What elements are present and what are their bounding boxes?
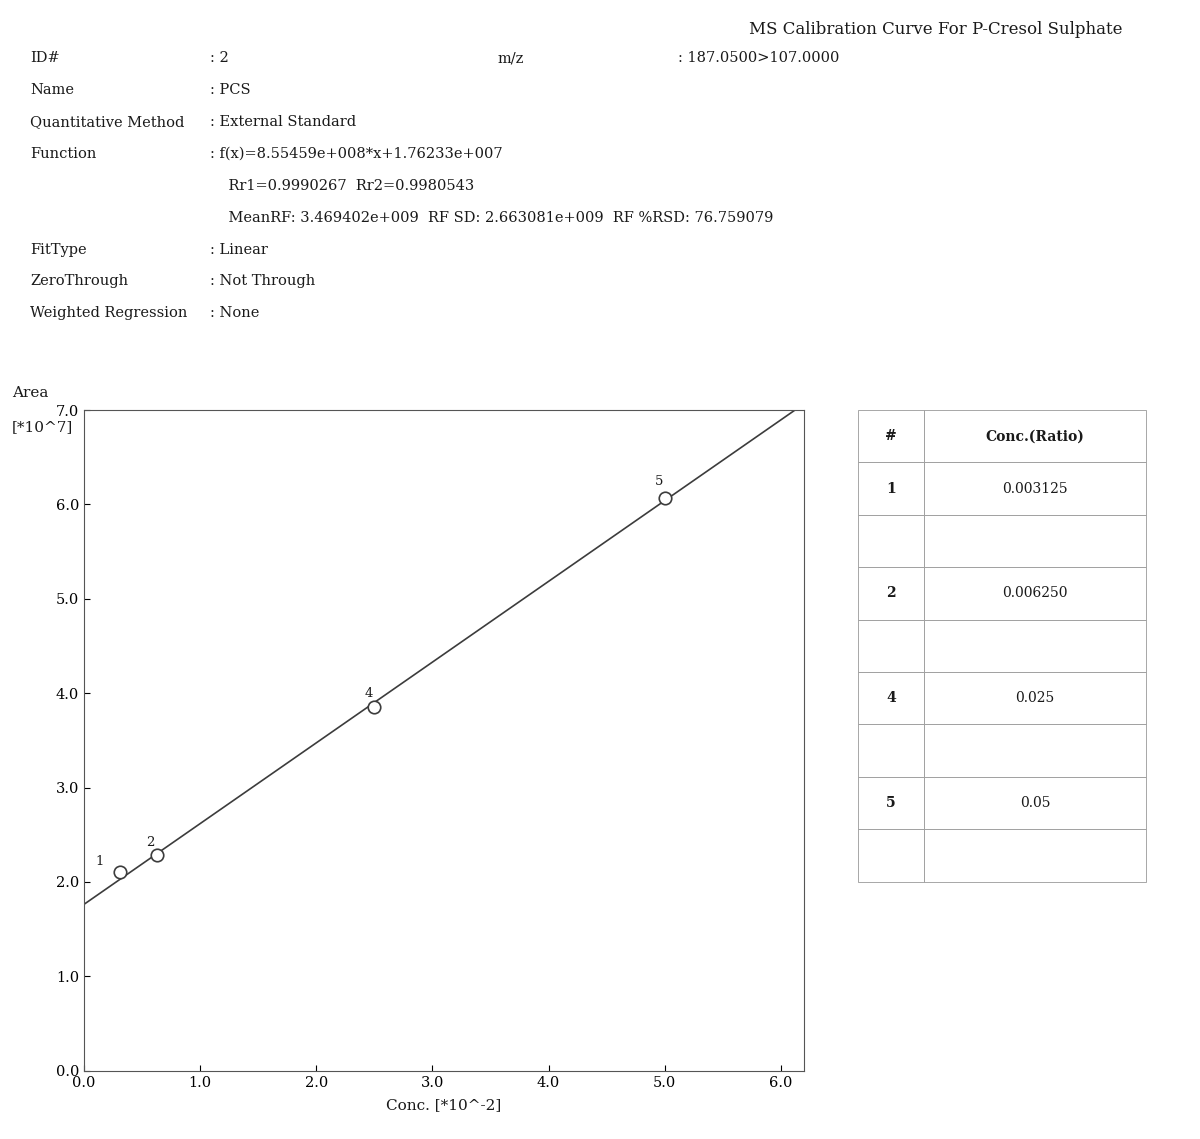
Text: m/z: m/z xyxy=(498,51,524,65)
Text: : f(x)=8.55459e+008*x+1.76233e+007: : f(x)=8.55459e+008*x+1.76233e+007 xyxy=(210,147,503,161)
Text: : Linear: : Linear xyxy=(210,243,268,256)
Text: 0.025: 0.025 xyxy=(1015,691,1055,705)
Text: MS Calibration Curve For P-Cresol Sulphate: MS Calibration Curve For P-Cresol Sulpha… xyxy=(749,21,1123,38)
Text: 5: 5 xyxy=(886,796,896,810)
Text: : None: : None xyxy=(210,306,259,320)
Text: FitType: FitType xyxy=(30,243,86,256)
Text: Weighted Regression: Weighted Regression xyxy=(30,306,187,320)
Text: 0.003125: 0.003125 xyxy=(1002,482,1068,495)
Text: Name: Name xyxy=(30,83,74,97)
Text: 1: 1 xyxy=(95,854,103,868)
Text: : 187.0500>107.0000: : 187.0500>107.0000 xyxy=(678,51,839,65)
Text: : Not Through: : Not Through xyxy=(210,274,316,288)
Text: 1: 1 xyxy=(886,482,896,495)
Text: MeanRF: 3.469402e+009  RF SD: 2.663081e+009  RF %RSD: 76.759079: MeanRF: 3.469402e+009 RF SD: 2.663081e+0… xyxy=(210,211,773,224)
Text: 2: 2 xyxy=(146,836,155,849)
Text: #: # xyxy=(886,429,896,443)
Text: : 2: : 2 xyxy=(210,51,229,65)
Text: ZeroThrough: ZeroThrough xyxy=(30,274,128,288)
X-axis label: Conc. [*10^-2]: Conc. [*10^-2] xyxy=(386,1098,502,1112)
Text: : PCS: : PCS xyxy=(210,83,251,97)
Text: Conc.(Ratio): Conc.(Ratio) xyxy=(985,429,1085,443)
Text: 4: 4 xyxy=(365,687,373,699)
Text: Rr1=0.9990267  Rr2=0.9980543: Rr1=0.9990267 Rr2=0.9980543 xyxy=(210,179,474,192)
Text: ID#: ID# xyxy=(30,51,60,65)
Text: Area: Area xyxy=(12,386,48,400)
Text: [*10^7]: [*10^7] xyxy=(12,420,73,434)
Text: 4: 4 xyxy=(886,691,896,705)
Text: 0.006250: 0.006250 xyxy=(1002,587,1068,600)
Text: Quantitative Method: Quantitative Method xyxy=(30,115,185,129)
Text: 5: 5 xyxy=(655,475,664,489)
Text: 2: 2 xyxy=(886,587,896,600)
Text: 0.05: 0.05 xyxy=(1020,796,1050,810)
Text: : External Standard: : External Standard xyxy=(210,115,356,129)
Text: Function: Function xyxy=(30,147,96,161)
